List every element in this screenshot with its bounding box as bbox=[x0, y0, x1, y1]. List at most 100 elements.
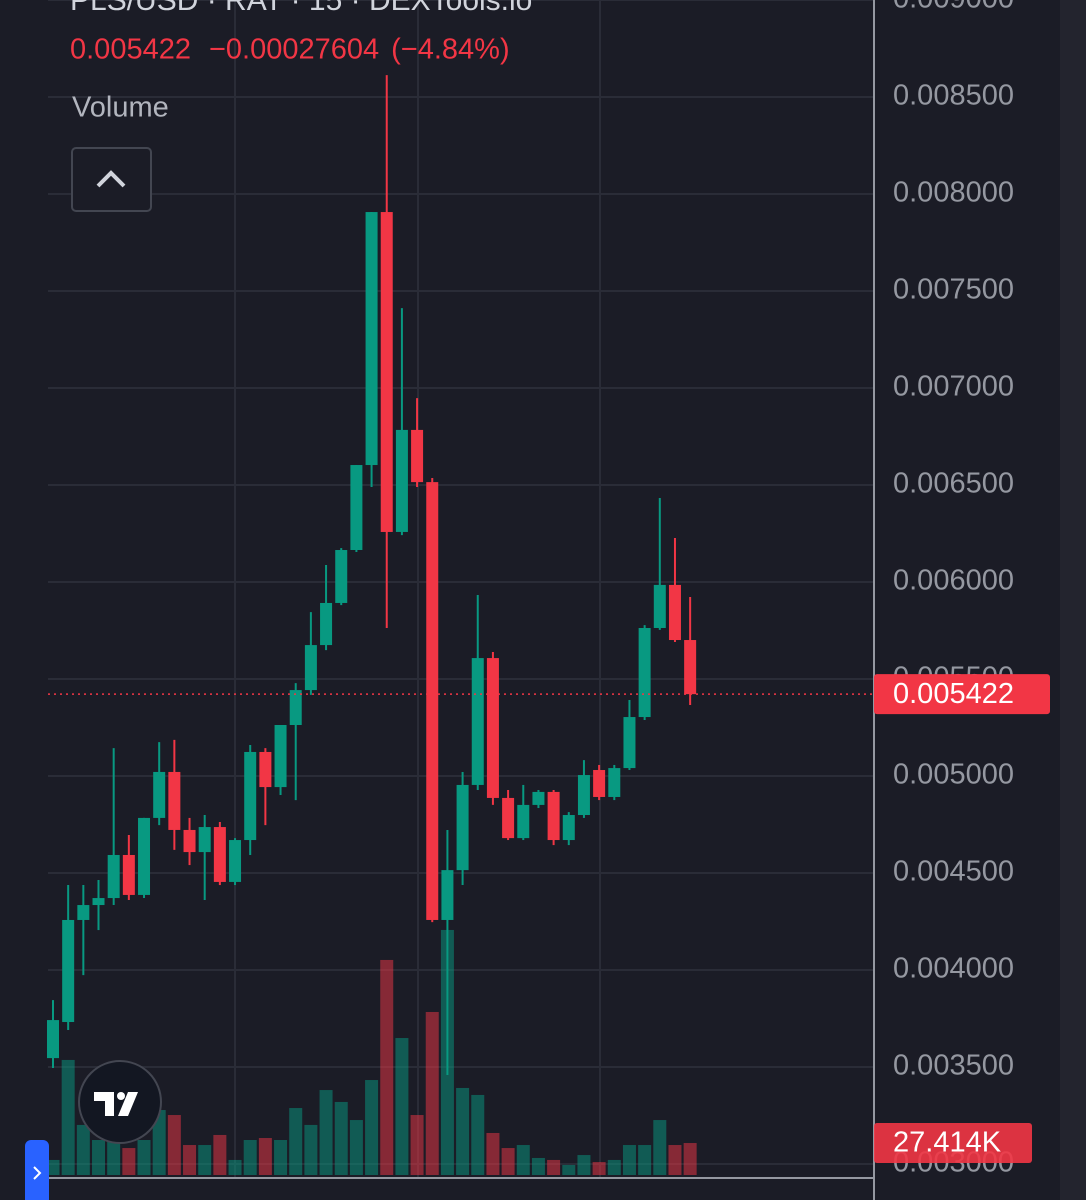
y-tick-label: 0.005000 bbox=[893, 759, 1014, 791]
button-frame[interactable] bbox=[71, 147, 152, 212]
candle-body bbox=[77, 905, 90, 920]
candle-body bbox=[653, 584, 666, 628]
candle-body bbox=[623, 717, 636, 769]
volume-bar bbox=[289, 1108, 303, 1175]
volume-badge bbox=[874, 1123, 1032, 1164]
side-tab[interactable] bbox=[25, 1140, 49, 1200]
candle-body bbox=[395, 429, 408, 532]
candle-body bbox=[213, 827, 226, 882]
chart-title: PLS/USD · RAT · 15 · DEXTools.io bbox=[70, 0, 532, 17]
volume-bar bbox=[304, 1124, 318, 1175]
marks bbox=[46, 75, 874, 1175]
candle-body bbox=[380, 212, 393, 532]
logo-dot bbox=[117, 1092, 125, 1100]
volume-bar bbox=[607, 1159, 621, 1175]
candle-body bbox=[426, 482, 439, 920]
volume-bar bbox=[410, 1115, 424, 1175]
volume-bar bbox=[456, 1087, 470, 1175]
volume-bar bbox=[471, 1094, 485, 1175]
candle-body bbox=[183, 829, 196, 853]
volume-bar bbox=[668, 1145, 682, 1175]
candle-body bbox=[441, 870, 454, 920]
volume-bar bbox=[167, 1115, 181, 1175]
y-tick-label: 0.009000 bbox=[893, 0, 1014, 15]
candle-body bbox=[593, 770, 606, 797]
candle-body bbox=[168, 771, 181, 830]
grid bbox=[48, 0, 874, 1166]
volume-badge-label: 27.414K bbox=[893, 1127, 1002, 1159]
candle-body bbox=[517, 804, 530, 839]
price-badge-label: 0.005422 bbox=[893, 678, 1014, 710]
volume-bar bbox=[531, 1157, 545, 1175]
volume-bar bbox=[380, 959, 394, 1175]
volume-bar bbox=[622, 1145, 636, 1175]
candle-body bbox=[320, 602, 333, 646]
header-change-pct: (−4.84%) bbox=[391, 34, 509, 66]
edge-strip bbox=[1060, 0, 1086, 1200]
volume-bar bbox=[92, 1139, 106, 1175]
candle-body bbox=[486, 658, 499, 798]
volume-bar bbox=[319, 1090, 333, 1175]
candle-body bbox=[471, 658, 484, 785]
header-price: 0.005422 bbox=[70, 34, 191, 66]
candle-body bbox=[198, 827, 211, 853]
volume-bar bbox=[501, 1148, 515, 1175]
volume-bar bbox=[122, 1148, 136, 1175]
volume-bar bbox=[198, 1145, 212, 1175]
candle-body bbox=[259, 751, 272, 788]
candle-body bbox=[138, 817, 151, 895]
candle-body bbox=[107, 854, 120, 899]
candle-body bbox=[350, 465, 363, 551]
candle-body bbox=[47, 1020, 59, 1059]
volume-bar bbox=[638, 1145, 652, 1175]
y-tick-label: 0.004000 bbox=[893, 953, 1014, 985]
volume-bar bbox=[562, 1164, 576, 1175]
volume-bar bbox=[258, 1138, 272, 1175]
candle-body bbox=[577, 775, 590, 816]
volume-bar bbox=[228, 1159, 242, 1175]
tv-logo[interactable] bbox=[78, 1060, 162, 1144]
collapse-button[interactable] bbox=[71, 147, 152, 212]
candle-body bbox=[274, 724, 287, 788]
candle-body bbox=[684, 640, 697, 695]
candle-body bbox=[562, 815, 575, 841]
volume-bar bbox=[137, 1139, 151, 1175]
tab-arrow bbox=[33, 1166, 42, 1180]
candle-body bbox=[411, 429, 424, 483]
volume-bar bbox=[365, 1080, 379, 1175]
candle-body bbox=[365, 212, 378, 466]
y-tick-label: 0.008500 bbox=[893, 80, 1014, 112]
candle-body bbox=[532, 791, 545, 805]
candle-body bbox=[289, 690, 302, 725]
candle-body bbox=[244, 751, 257, 841]
volume-bar bbox=[61, 1059, 75, 1175]
volume-bar bbox=[349, 1120, 363, 1175]
volume-bar bbox=[653, 1120, 667, 1175]
volume-bar bbox=[243, 1139, 257, 1175]
volume-bar bbox=[516, 1145, 530, 1175]
volume-bar bbox=[46, 1159, 60, 1175]
volume-bar bbox=[76, 1124, 90, 1175]
candle-body bbox=[456, 784, 469, 871]
volume-bar bbox=[334, 1101, 348, 1175]
y-tick-label: 0.004500 bbox=[893, 856, 1014, 888]
volume-bar bbox=[152, 1110, 166, 1175]
logo-mark bbox=[94, 1092, 138, 1116]
volume-bar bbox=[547, 1159, 561, 1175]
logo-circle[interactable] bbox=[78, 1060, 162, 1144]
y-tick-label: 0.007500 bbox=[893, 274, 1014, 306]
y-tick-label: 0.007000 bbox=[893, 371, 1014, 403]
candle-body bbox=[335, 550, 348, 603]
header-change: −0.00027604 bbox=[209, 34, 379, 66]
chevron-up[interactable] bbox=[96, 170, 126, 188]
y-tick-label: 0.006000 bbox=[893, 565, 1014, 597]
candle-body bbox=[153, 771, 166, 818]
candle-body bbox=[92, 898, 105, 906]
volume-bar bbox=[486, 1132, 500, 1175]
y-tick-label: 0.006500 bbox=[893, 468, 1014, 500]
volume-bar bbox=[395, 1038, 409, 1175]
candle-body bbox=[608, 768, 621, 797]
volume-bar bbox=[425, 1011, 439, 1175]
